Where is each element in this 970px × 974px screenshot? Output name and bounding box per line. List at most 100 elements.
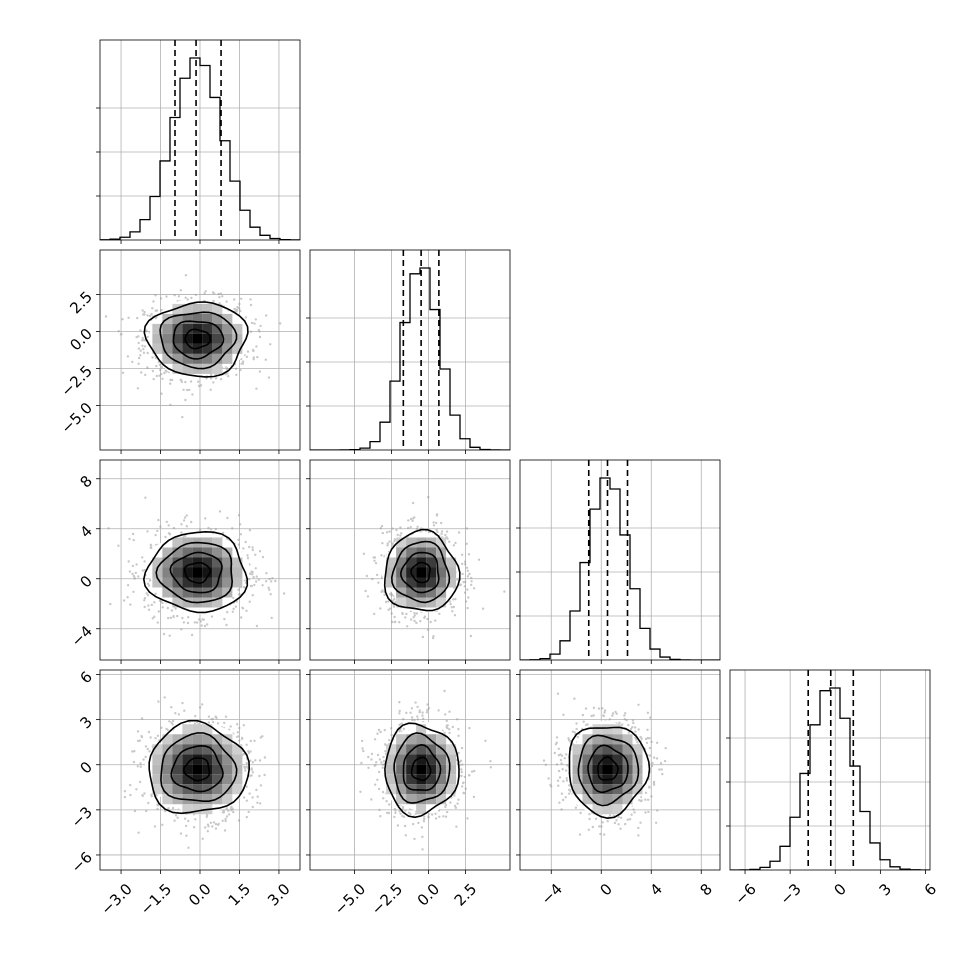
density-cell-2-0-2-3 bbox=[172, 557, 183, 568]
density-cell-3-0-1-7 bbox=[162, 794, 173, 805]
density-cell-3-2-6-3 bbox=[622, 754, 633, 765]
density-cell-3-0-7-2 bbox=[222, 744, 233, 755]
density-cell-3-0-4-7 bbox=[192, 794, 203, 805]
density-cell-1-0-7-2 bbox=[222, 313, 233, 324]
density-cell-3-2-3-5 bbox=[592, 774, 603, 785]
density-cell-3-2-1-4 bbox=[572, 764, 583, 775]
density-cell-1-0-3-7 bbox=[182, 363, 193, 374]
density-cell-2-1-3-6 bbox=[406, 587, 417, 598]
density-cell-1-0-6-6 bbox=[212, 353, 223, 364]
density-cell-1-0-1-5 bbox=[162, 343, 173, 354]
density-cell-2-1-1-4 bbox=[386, 567, 397, 578]
density-cell-1-0-6-4 bbox=[212, 333, 223, 344]
density-cell-2-0-3-4 bbox=[182, 567, 193, 578]
density-cell-1-0-1-3 bbox=[162, 323, 173, 334]
ytick-label-3-1: −3 bbox=[68, 803, 96, 831]
density-cell-2-1-2-6 bbox=[396, 587, 407, 598]
panel-frame-3-2 bbox=[519, 669, 721, 871]
contour-2-1-0 bbox=[410, 561, 431, 584]
density-cell-3-0-3-8 bbox=[182, 804, 193, 815]
density-cell-2-0-3-1 bbox=[182, 537, 193, 548]
density-cell-2-1-6-5 bbox=[436, 577, 447, 588]
density-cell-2-1-6-3 bbox=[436, 557, 447, 568]
density-cell-3-0-4-2 bbox=[192, 744, 203, 755]
density-cell-3-2-4-6 bbox=[602, 784, 613, 795]
panel-frame-3-1 bbox=[309, 669, 511, 871]
density-cell-3-1-4-3 bbox=[416, 754, 427, 765]
density-cell-2-0-0-3 bbox=[152, 557, 163, 568]
density-cell-3-0-6-6 bbox=[212, 784, 223, 795]
density-cell-3-0-4-4 bbox=[192, 764, 203, 775]
ytick-label-3-0: −6 bbox=[68, 848, 96, 876]
density-cell-3-2-4-0 bbox=[602, 724, 613, 735]
panel-3-0 bbox=[96, 669, 301, 874]
density-cell-3-1-2-4 bbox=[396, 764, 407, 775]
density-cell-3-0-1-3 bbox=[162, 754, 173, 765]
density-cell-3-2-5-0 bbox=[612, 724, 623, 735]
density-cell-2-0-3-7 bbox=[182, 597, 193, 608]
density-cell-2-0-7-5 bbox=[222, 577, 233, 588]
ytick-label-3-2: 0 bbox=[77, 758, 96, 777]
density-cell-3-1-7-3 bbox=[446, 754, 457, 765]
density-cell-3-1-2-2 bbox=[396, 744, 407, 755]
density-cell-1-0-5-3 bbox=[202, 323, 213, 334]
xtick-label-0-2: 0.0 bbox=[185, 880, 215, 910]
density-cell-2-0-2-4 bbox=[172, 567, 183, 578]
contour-2-1-1 bbox=[400, 551, 440, 594]
density-cell-3-1-5-7 bbox=[426, 794, 437, 805]
density-cell-3-1-5-5 bbox=[426, 774, 437, 785]
density-cell-2-0-0-5 bbox=[152, 577, 163, 588]
density-cell-3-2-1-5 bbox=[572, 774, 583, 785]
panel-content-1-1 bbox=[310, 250, 510, 450]
panel-1-0 bbox=[96, 249, 301, 454]
density-cell-3-0-0-4 bbox=[152, 764, 163, 775]
density-cell-2-0-6-2 bbox=[212, 547, 223, 558]
density-cell-2-1-1-5 bbox=[386, 577, 397, 588]
density-cell-3-2-2-6 bbox=[582, 784, 593, 795]
panel-content-3-2 bbox=[520, 670, 720, 870]
density-cell-1-0-6-7 bbox=[212, 363, 223, 374]
density-cell-1-0-2-3 bbox=[172, 323, 183, 334]
panel-3-2 bbox=[516, 669, 721, 874]
density-cell-3-1-6-1 bbox=[436, 734, 447, 745]
density-cell-3-0-5-6 bbox=[202, 784, 213, 795]
density-cell-3-2-6-2 bbox=[622, 744, 633, 755]
density-cell-1-0-7-5 bbox=[222, 343, 233, 354]
density-cell-3-1-6-5 bbox=[436, 774, 447, 785]
density-cell-1-0-0-3 bbox=[152, 323, 163, 334]
density-cell-3-1-1-6 bbox=[386, 784, 397, 795]
contour-3-2-2 bbox=[577, 734, 640, 807]
contour-2-1-2 bbox=[390, 540, 451, 604]
contour-3-2-0 bbox=[597, 756, 619, 781]
ytick-label-1-0: −5.0 bbox=[58, 399, 96, 437]
density-cell-3-1-2-7 bbox=[396, 794, 407, 805]
density-cell-1-0-5-7 bbox=[202, 363, 213, 374]
panel-2-2 bbox=[516, 459, 721, 664]
density-cell-3-0-1-6 bbox=[162, 784, 173, 795]
density-cell-3-0-5-4 bbox=[202, 764, 213, 775]
density-cell-3-0-7-7 bbox=[222, 794, 233, 805]
density-cell-2-0-6-1 bbox=[212, 537, 223, 548]
density-cell-3-1-6-2 bbox=[436, 744, 447, 755]
density-cell-3-1-7-4 bbox=[446, 764, 457, 775]
density-cell-3-1-6-7 bbox=[436, 794, 447, 805]
density-cell-3-0-4-5 bbox=[192, 774, 203, 785]
contour-1-0-3 bbox=[143, 301, 249, 378]
panel-content-1-0 bbox=[100, 250, 300, 450]
histogram-1 bbox=[310, 267, 510, 450]
contour-2-0-2 bbox=[155, 541, 234, 604]
density-cell-3-0-5-0 bbox=[202, 724, 213, 735]
density-cell-3-0-0-6 bbox=[152, 784, 163, 795]
density-cell-3-2-4-3 bbox=[602, 754, 613, 765]
ytick-label-3-3: 3 bbox=[77, 713, 96, 732]
density-cell-3-2-3-7 bbox=[592, 794, 603, 805]
density-cell-2-1-2-7 bbox=[396, 597, 407, 608]
density-cell-3-2-6-7 bbox=[622, 794, 633, 805]
density-cell-3-0-3-3 bbox=[182, 754, 193, 765]
density-cell-2-1-3-3 bbox=[406, 557, 417, 568]
panel-3-1 bbox=[306, 669, 511, 874]
xtick-label-1-0: −5.0 bbox=[331, 880, 369, 918]
xtick-label-0-3: 1.5 bbox=[225, 880, 255, 910]
density-cell-3-0-5-5 bbox=[202, 774, 213, 785]
density-cell-2-0-6-3 bbox=[212, 557, 223, 568]
